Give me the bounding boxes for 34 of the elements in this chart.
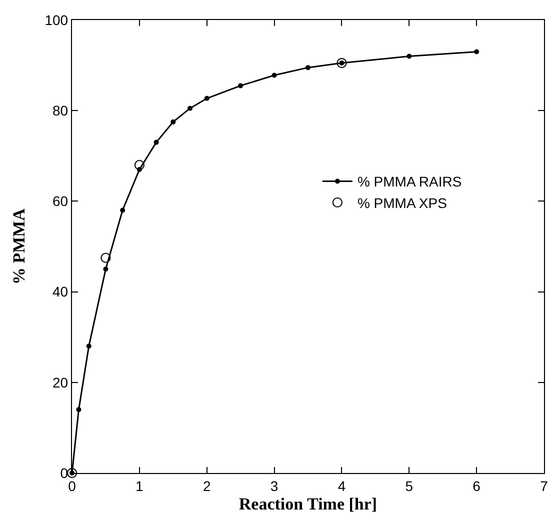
point [154,140,159,145]
point [66,468,78,478]
point [204,96,210,101]
point [103,266,108,272]
x-tick-label: 4 [338,478,346,494]
point [120,208,126,213]
point [188,106,192,111]
y-tick-label: 80 [52,102,68,118]
y-axis-title: % PMMA [9,208,28,285]
point [336,58,347,68]
legend-label: % PMMA XPS [357,194,447,211]
y-tick-label: 40 [52,284,68,300]
x-axis-title: Reaction Time [hr] [238,494,378,514]
x-tick-label: 3 [270,478,278,494]
point [272,72,277,78]
y-tick-label: 20 [52,374,68,390]
legend-label: % PMMA RAIRS [357,174,462,190]
x-tick-label: 5 [405,478,414,494]
point [76,407,82,412]
x-tick-label: 2 [202,478,211,494]
y-tick-label: 0 [60,464,68,481]
point [406,54,412,59]
x-tick-label: 1 [136,478,144,494]
y-tick-label: 100 [44,12,68,28]
point [170,119,176,124]
point [100,252,111,263]
point [238,83,244,88]
point [306,65,310,70]
x-tick-label: 6 [472,478,481,494]
point [86,344,92,349]
x-tick-label: 7 [540,478,548,494]
point [134,160,145,170]
y-tick-label: 60 [52,193,68,210]
point [474,49,480,54]
